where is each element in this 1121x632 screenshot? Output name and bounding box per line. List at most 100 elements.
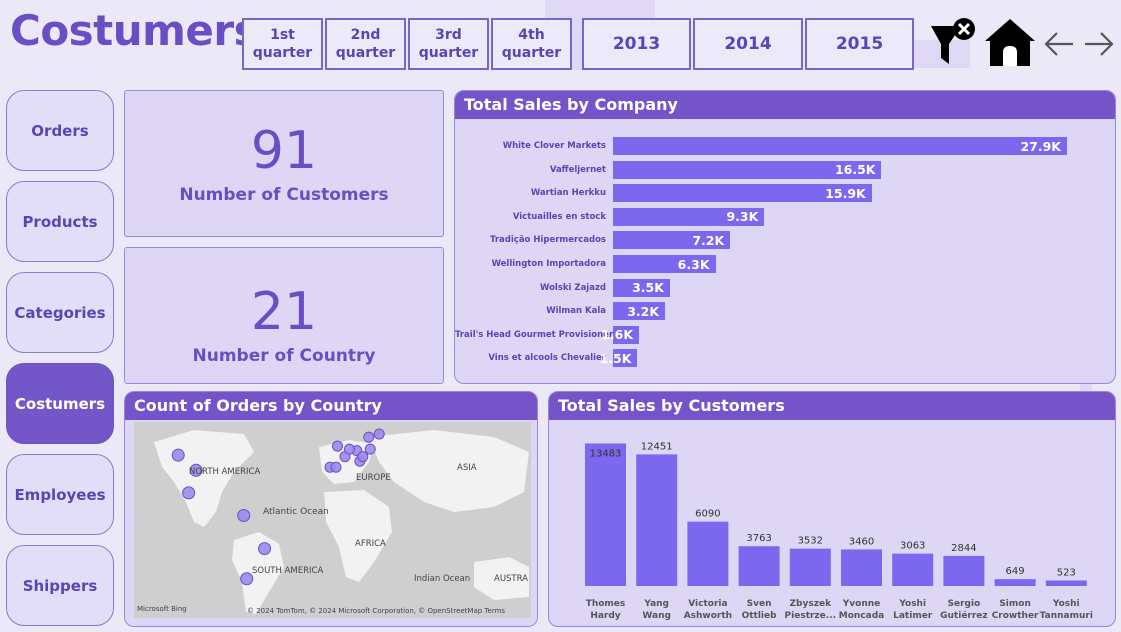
customer-bar[interactable] bbox=[1045, 580, 1087, 586]
quarter-4-line2: quarter bbox=[501, 45, 562, 61]
company-bar[interactable]: 3.2K bbox=[613, 302, 666, 321]
company-bar[interactable]: 15.9K bbox=[613, 184, 872, 203]
company-row: Tradição Hipermercados 7.2K bbox=[455, 230, 731, 250]
quarter-4-line1: 4th bbox=[518, 26, 545, 43]
customer-name-label: Yoshi bbox=[898, 599, 926, 609]
quarter-2-line1: 2nd bbox=[350, 26, 381, 43]
customer-sales-panel: Total Sales by Customers 13483 Thomes Hard… bbox=[548, 391, 1116, 627]
forward-arrow-icon[interactable] bbox=[1083, 30, 1115, 58]
map-label-europe: EUROPE bbox=[356, 473, 391, 483]
customer-bar[interactable] bbox=[943, 555, 985, 586]
customer-bar[interactable] bbox=[841, 549, 882, 586]
map-bubble[interactable] bbox=[240, 572, 254, 586]
company-row: Trail's Head Gourmet Provisioners 1.6K bbox=[455, 325, 640, 345]
customer-bar[interactable] bbox=[892, 553, 934, 586]
customer-value-label: 3532 bbox=[798, 536, 823, 547]
world-map[interactable]: NORTH AMERICA EUROPE ASIA Atlantic Ocean… bbox=[134, 422, 531, 618]
company-bar[interactable]: 1.5K bbox=[600, 349, 638, 368]
map-bubble[interactable] bbox=[363, 431, 375, 443]
company-name-label: Wartian Herkku bbox=[530, 188, 606, 199]
nav-products-button[interactable]: Products bbox=[6, 181, 114, 262]
customer-value-label: 6090 bbox=[695, 509, 720, 520]
customer-bar[interactable] bbox=[687, 521, 729, 586]
kpi-customers-value: 91 bbox=[250, 121, 318, 181]
orders-map-panel: Count of Orders by Country NORTH AMERICA… bbox=[124, 391, 538, 627]
company-sales-title: Total Sales by Company bbox=[455, 91, 1115, 119]
page-title: Costumers bbox=[10, 6, 259, 55]
kpi-customers-card: 91 Number of Customers bbox=[124, 90, 444, 237]
customer-value-label: 3063 bbox=[900, 541, 925, 552]
company-bar[interactable]: 3.5K bbox=[613, 278, 670, 297]
quarter-2-line2: quarter bbox=[335, 45, 396, 61]
company-row: Wellington Importadora 6.3K bbox=[455, 254, 716, 274]
map-attribution[interactable]: © 2024 TomTom, © 2024 Microsoft Corporat… bbox=[247, 607, 506, 615]
quarter-1-button[interactable]: 1st quarter bbox=[242, 18, 323, 70]
customer-bar[interactable] bbox=[789, 548, 831, 586]
bing-logo: Microsoft Bing bbox=[137, 605, 187, 613]
map-bubble[interactable] bbox=[373, 428, 385, 440]
back-arrow-icon[interactable] bbox=[1043, 30, 1075, 58]
customer-bar[interactable] bbox=[994, 579, 1036, 586]
company-bar[interactable]: 1.6K bbox=[601, 325, 640, 344]
company-name-label: Wellington Importadora bbox=[491, 259, 606, 269]
quarter-4-button[interactable]: 4th quarter bbox=[491, 18, 572, 70]
customer-bar[interactable] bbox=[738, 546, 780, 586]
customer-name-label: Thomes bbox=[586, 599, 626, 609]
quarter-3-line1: 3rd bbox=[435, 26, 462, 43]
company-row: White Clover Markets 27.9K bbox=[455, 136, 1067, 156]
kpi-country-value: 21 bbox=[250, 282, 318, 342]
company-bar[interactable]: 6.3K bbox=[613, 255, 716, 273]
map-bubble[interactable] bbox=[343, 443, 355, 455]
map-bubble[interactable] bbox=[171, 448, 185, 462]
map-bubble[interactable] bbox=[364, 443, 376, 455]
company-sales-chart: White Clover Markets 27.9K Vaffeljernet 16.… bbox=[455, 91, 1115, 383]
map-bubble[interactable] bbox=[258, 542, 272, 556]
quarter-2-button[interactable]: 2nd quarter bbox=[325, 18, 406, 70]
company-row: Vaffeljernet 16.5K bbox=[455, 160, 882, 180]
customer-sales-chart: 13483 Thomes Hardy 12451 Yang Wang 6090 Victori… bbox=[585, 441, 1093, 621]
customer-bar[interactable] bbox=[636, 454, 678, 586]
customer-name-label: Sven bbox=[747, 599, 772, 609]
nav-shippers-button[interactable]: Shippers bbox=[6, 545, 114, 626]
customer-bar[interactable] bbox=[585, 443, 626, 586]
map-bubble[interactable] bbox=[237, 508, 251, 522]
customer-name-label: Yang bbox=[643, 599, 669, 609]
company-name-label: Wolski Zajazd bbox=[540, 282, 606, 293]
customer-name-label: Ashworth bbox=[684, 611, 732, 621]
nav-orders-button[interactable]: Orders bbox=[6, 90, 114, 171]
clear-filter-icon[interactable] bbox=[928, 16, 978, 68]
company-name-label: Vaffeljernet bbox=[549, 164, 606, 175]
map-label-north-america: NORTH AMERICA bbox=[189, 467, 261, 477]
map-bubble[interactable] bbox=[330, 461, 342, 473]
quarter-1-line2: quarter bbox=[252, 45, 313, 61]
nav-employees-button[interactable]: Employees bbox=[6, 454, 114, 535]
year-2015-button[interactable]: 2015 bbox=[805, 18, 914, 70]
company-name-label: Tradição Hipermercados bbox=[489, 235, 606, 246]
home-icon[interactable] bbox=[983, 16, 1037, 68]
company-name-label: White Clover Markets bbox=[502, 141, 606, 151]
map-bubble[interactable] bbox=[357, 451, 369, 463]
customer-value-label: 3763 bbox=[746, 533, 771, 544]
company-bar[interactable]: 16.5K bbox=[613, 160, 882, 179]
company-name-label: Vins et alcools Chevalier bbox=[488, 353, 606, 364]
year-2013-button[interactable]: 2013 bbox=[582, 18, 691, 70]
quarter-3-button[interactable]: 3rd quarter bbox=[408, 18, 489, 70]
year-2014-button[interactable]: 2014 bbox=[693, 18, 803, 70]
customer-value-label: 649 bbox=[1006, 566, 1025, 577]
company-bar[interactable]: 9.3K bbox=[613, 207, 765, 226]
company-name-label: Victuailles en stock bbox=[512, 211, 606, 222]
quarter-1-line1: 1st bbox=[270, 26, 295, 43]
company-bar[interactable]: 27.9K bbox=[613, 137, 1067, 155]
customer-name-label: Latimer bbox=[893, 611, 933, 621]
customer-name-label: Crowther bbox=[992, 611, 1039, 621]
map-label-indian-ocean: Indian Ocean bbox=[414, 574, 471, 584]
map-bubble[interactable] bbox=[189, 463, 203, 477]
nav-categories-button[interactable]: Categories bbox=[6, 272, 114, 353]
map-bubble[interactable] bbox=[332, 440, 344, 452]
customer-value-label: 13483 bbox=[590, 448, 622, 459]
orders-map-title: Count of Orders by Country bbox=[125, 392, 537, 420]
map-bubble[interactable] bbox=[182, 486, 196, 500]
company-row: Wilman Kala 3.2K bbox=[455, 301, 666, 321]
company-bar[interactable]: 7.2K bbox=[613, 231, 731, 250]
nav-costumers-button[interactable]: Costumers bbox=[6, 363, 114, 444]
